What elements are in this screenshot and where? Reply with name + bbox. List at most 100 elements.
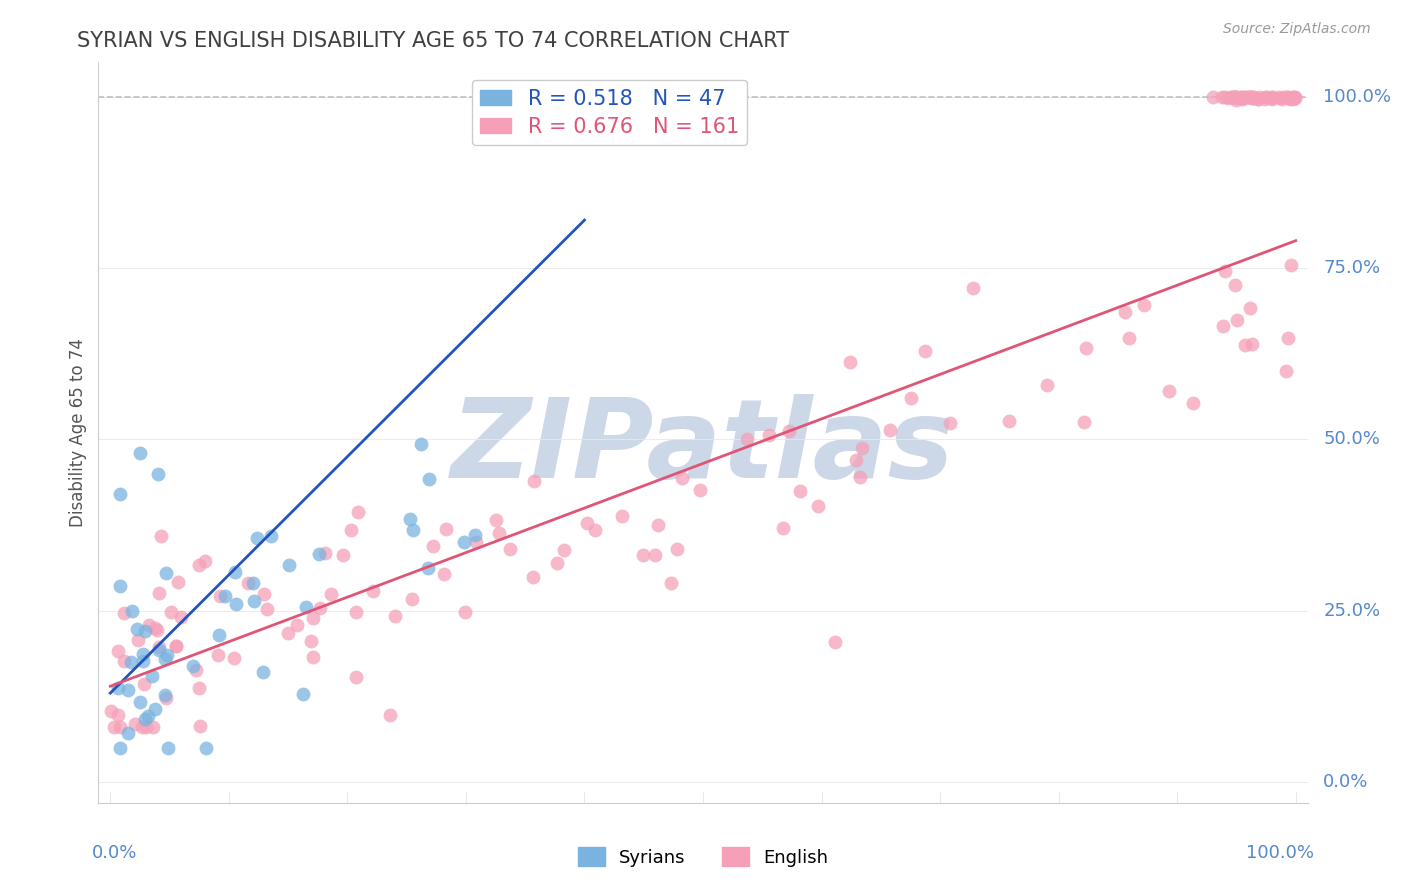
English <box>1239 301 1261 315</box>
English <box>1118 331 1140 345</box>
Syrians <box>453 535 475 549</box>
English <box>1182 396 1205 410</box>
English <box>253 586 276 600</box>
Syrians <box>136 709 159 723</box>
Syrians <box>416 561 439 575</box>
Text: 100.0%: 100.0% <box>1246 844 1313 862</box>
English <box>845 452 868 467</box>
English <box>1240 89 1263 103</box>
English <box>671 471 693 485</box>
English <box>1212 318 1234 333</box>
English <box>107 707 129 722</box>
Syrians <box>242 576 264 591</box>
Syrians <box>134 624 156 638</box>
English <box>166 574 188 589</box>
English <box>422 539 444 553</box>
English <box>758 427 780 442</box>
Syrians <box>148 643 170 657</box>
English <box>1234 89 1257 103</box>
English <box>1220 89 1243 103</box>
English <box>1237 89 1260 103</box>
English <box>165 640 187 654</box>
English <box>1277 331 1299 345</box>
English <box>772 521 794 535</box>
English <box>1278 91 1301 105</box>
English <box>1233 338 1256 352</box>
English <box>575 516 598 530</box>
English <box>1281 92 1303 106</box>
English <box>434 522 457 536</box>
Syrians <box>134 712 156 726</box>
English <box>454 605 477 619</box>
English <box>1226 313 1249 327</box>
English <box>401 592 423 607</box>
English <box>1073 415 1095 429</box>
English <box>145 623 167 637</box>
Text: 0.0%: 0.0% <box>93 844 138 862</box>
English <box>380 707 402 722</box>
Syrians <box>402 523 425 537</box>
English <box>299 634 322 648</box>
English <box>998 414 1021 428</box>
English <box>1282 89 1305 103</box>
Syrians <box>409 436 432 450</box>
Syrians <box>125 622 148 636</box>
English <box>1232 91 1254 105</box>
English <box>187 558 209 573</box>
English <box>384 608 406 623</box>
Syrians <box>107 681 129 696</box>
English <box>340 523 363 537</box>
Syrians <box>153 689 176 703</box>
English <box>849 470 872 484</box>
English <box>207 648 229 663</box>
Text: 25.0%: 25.0% <box>1323 602 1381 620</box>
English <box>824 635 846 649</box>
English <box>900 391 922 405</box>
Text: 0.0%: 0.0% <box>1323 773 1368 791</box>
English <box>148 640 170 654</box>
English <box>1133 298 1156 312</box>
English <box>1240 91 1263 105</box>
English <box>1256 89 1278 103</box>
English <box>1271 92 1294 106</box>
English <box>1233 89 1256 103</box>
Text: ZIPatlas: ZIPatlas <box>451 394 955 501</box>
English <box>314 546 336 560</box>
English <box>522 570 544 584</box>
English <box>1157 384 1180 398</box>
Text: 75.0%: 75.0% <box>1323 259 1381 277</box>
English <box>879 423 901 437</box>
English <box>135 720 157 734</box>
English <box>103 720 125 734</box>
Text: SYRIAN VS ENGLISH DISABILITY AGE 65 TO 74 CORRELATION CHART: SYRIAN VS ENGLISH DISABILITY AGE 65 TO 7… <box>77 31 789 51</box>
Syrians <box>153 652 176 666</box>
Syrians <box>146 467 169 481</box>
English <box>160 605 183 619</box>
English <box>689 483 711 497</box>
Text: 100.0%: 100.0% <box>1323 87 1392 106</box>
English <box>485 513 508 527</box>
English <box>236 576 259 591</box>
English <box>332 548 354 562</box>
English <box>1247 92 1270 106</box>
English <box>789 484 811 499</box>
Syrians <box>252 665 274 680</box>
English <box>1261 89 1284 103</box>
Syrians <box>464 528 486 542</box>
English <box>165 639 187 653</box>
English <box>110 720 132 734</box>
Syrians <box>246 531 269 545</box>
English <box>1223 90 1246 104</box>
English <box>962 281 984 295</box>
English <box>1216 91 1239 105</box>
English <box>1213 89 1236 103</box>
English <box>1223 278 1246 293</box>
English <box>361 584 384 599</box>
English <box>1278 93 1301 107</box>
English <box>631 548 654 562</box>
English <box>1275 90 1298 104</box>
English <box>1232 89 1254 103</box>
English <box>112 654 135 668</box>
Syrians <box>108 579 131 593</box>
English <box>127 633 149 648</box>
